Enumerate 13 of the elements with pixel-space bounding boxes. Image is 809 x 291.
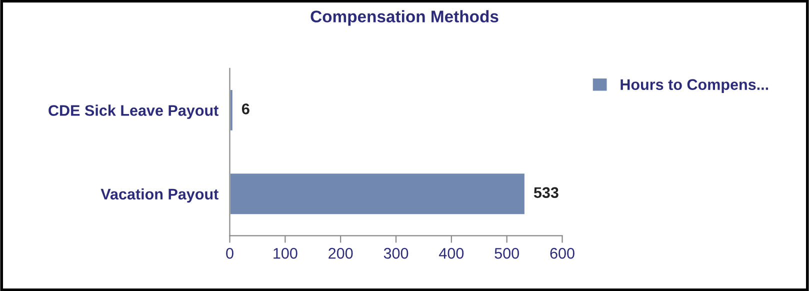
x-tick-label: 300 bbox=[384, 248, 408, 259]
chart-title: Compensation Methods bbox=[310, 10, 498, 26]
x-tick-label: 200 bbox=[328, 248, 353, 259]
x-tick-label: 100 bbox=[274, 248, 298, 259]
data-label: 6 bbox=[242, 104, 250, 114]
y-tick-label: Vacation Payout bbox=[100, 188, 218, 203]
x-tick-label: 500 bbox=[494, 248, 519, 259]
data-label: 533 bbox=[534, 187, 558, 198]
x-tick-label: 600 bbox=[550, 248, 574, 259]
y-tick-label: CDE Sick Leave Payout bbox=[48, 104, 218, 119]
x-tick-label: 400 bbox=[439, 248, 464, 259]
x-tick-label: 0 bbox=[226, 248, 234, 259]
legend-label: Hours to Compens... bbox=[620, 79, 768, 94]
